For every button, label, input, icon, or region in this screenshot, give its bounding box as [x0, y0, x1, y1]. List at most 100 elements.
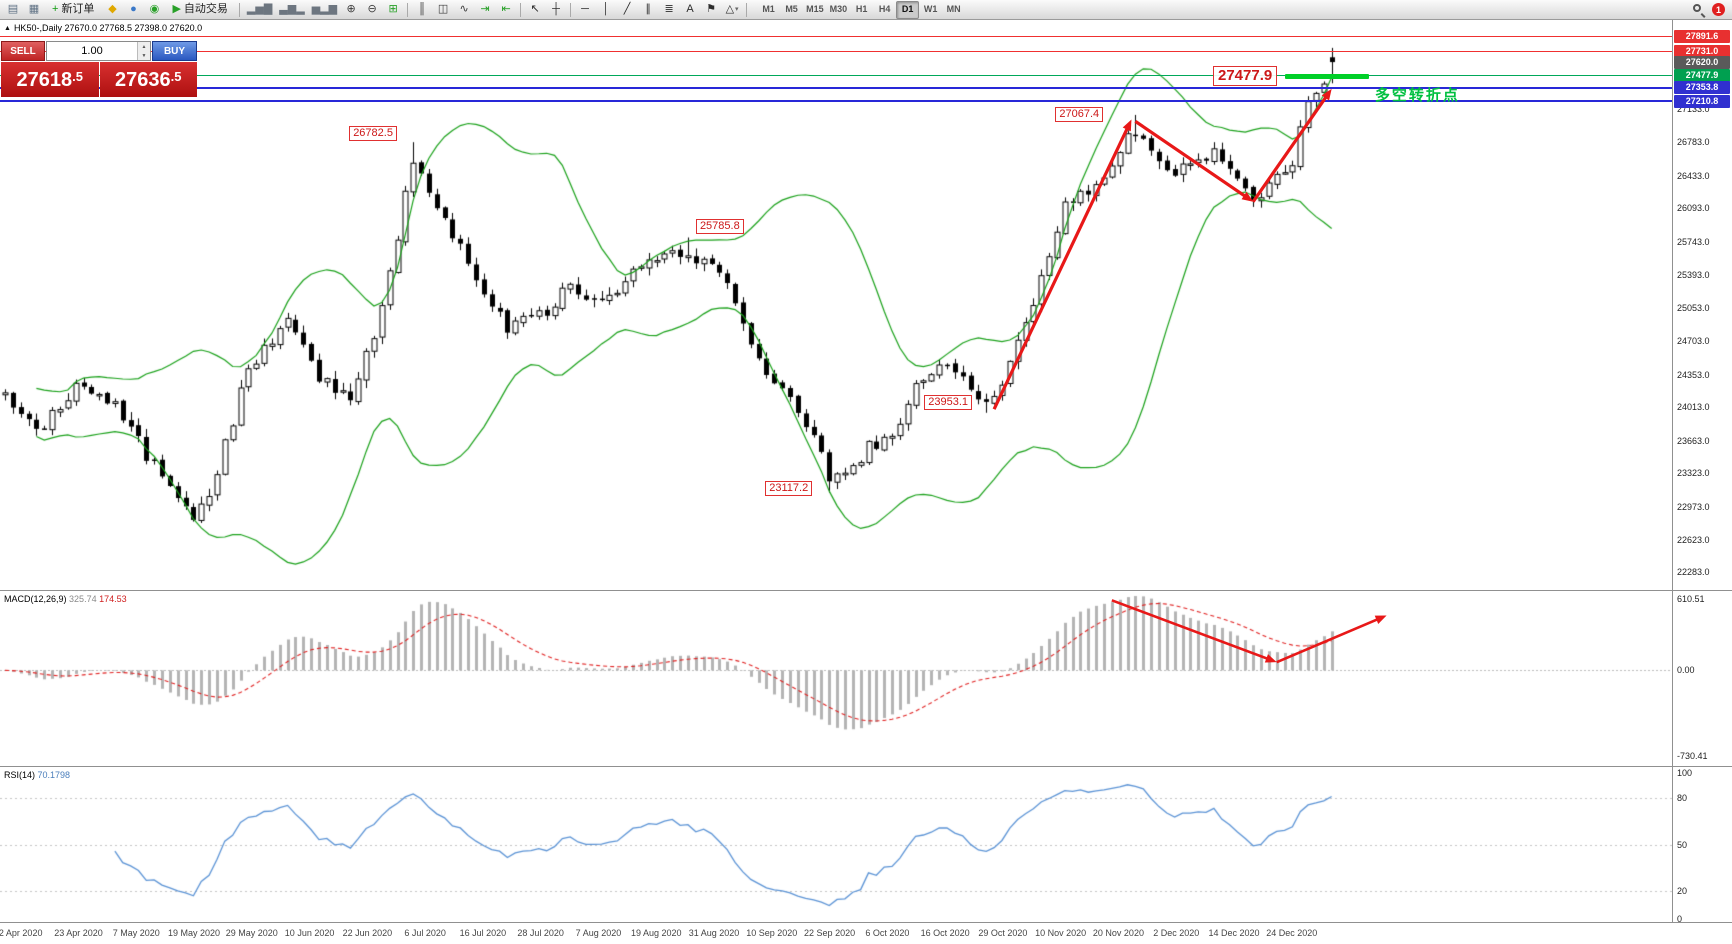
macd-panel-canvas[interactable] [0, 591, 1672, 766]
zoom-in-button[interactable]: ⊕ [341, 1, 361, 19]
chart-profiles-button[interactable]: ▦ [24, 1, 44, 19]
period-separators-button[interactable]: ▅▂▆ [309, 1, 340, 19]
timeframe-w1[interactable]: W1 [919, 1, 942, 19]
timeframe-mn[interactable]: MN [942, 1, 965, 19]
label-tool-button[interactable]: ⚑ [701, 1, 721, 19]
notification-badge[interactable]: 1 [1712, 3, 1725, 16]
rsi-panel-canvas[interactable] [0, 767, 1672, 922]
sell-price-main: 27618 [16, 68, 73, 91]
timeframe-m1[interactable]: M1 [757, 1, 780, 19]
channel-tool-button[interactable]: ∥ [638, 1, 658, 19]
volume-spinner: ▲ ▼ [137, 42, 150, 60]
panel-separator[interactable] [0, 766, 1732, 767]
zoom-out-button[interactable]: ⊖ [362, 1, 382, 19]
hline-27477.9[interactable] [0, 75, 1672, 77]
market-watch-icon: ● [130, 3, 137, 15]
price-annotation[interactable]: 26782.5 [349, 126, 397, 142]
time-label: 22 Sep 2020 [804, 928, 856, 938]
rsi-axis-label: 0 [1677, 914, 1683, 924]
hline-27891.6[interactable] [0, 35, 1672, 37]
price-tag-red: 27731.0 [1674, 44, 1730, 58]
price-annotation[interactable]: 23953.1 [924, 394, 973, 410]
price-tag-current: 27620.0 [1674, 55, 1730, 69]
rsi-axis-label: 50 [1677, 839, 1688, 850]
main-chart-canvas[interactable] [0, 20, 1672, 590]
toolbar-separator [238, 2, 240, 17]
price-tick: 26783.0 [1677, 137, 1710, 148]
text-tool-button[interactable]: A [680, 1, 700, 19]
timeframe-m5[interactable]: M5 [780, 1, 803, 19]
collapse-panel-icon[interactable]: ▲ [4, 24, 11, 32]
time-label: 2 Dec 2020 [1153, 928, 1200, 938]
time-label: 16 Jul 2020 [459, 928, 507, 938]
price-tag-blue: 27353.8 [1674, 81, 1730, 95]
tile-windows-button[interactable]: ⊞ [383, 1, 403, 19]
candlestick-type-button[interactable]: ◫ [433, 1, 453, 19]
hline-27353.8[interactable] [0, 86, 1672, 89]
time-label: 16 Oct 2020 [920, 928, 970, 938]
crosshair-tool-button[interactable]: ┼ [546, 1, 566, 19]
price-annotation[interactable]: 25785.8 [695, 219, 744, 235]
chart-shift-button[interactable]: ⇤ [496, 1, 516, 19]
vline-tool-button[interactable]: │ [596, 1, 616, 19]
time-label: 7 Aug 2020 [575, 928, 622, 938]
turning-point-label[interactable]: 多空转折点 [1374, 86, 1460, 104]
metaeditor-button[interactable]: ◆ [102, 1, 122, 19]
time-axis[interactable]: 2 Apr 2020 23 Apr 2020 7 May 2020 19 May 20… [0, 923, 1672, 944]
buy-price-main: 27636 [115, 68, 171, 91]
search-icon[interactable] [1692, 3, 1706, 18]
new-chart-button[interactable]: ▤ [3, 1, 23, 19]
fibonacci-tool-button[interactable]: ≣ [659, 1, 679, 19]
new-order-label: 新订单 [61, 3, 95, 15]
timeframe-d1[interactable]: D1 [896, 0, 920, 19]
shapes-tool-button[interactable]: △ ▾ [722, 1, 742, 19]
panel-separator[interactable] [0, 922, 1732, 923]
macd-axis-label: 610.51 [1677, 594, 1705, 605]
crosshair-tool-icon: ┼ [552, 3, 560, 15]
bar-chart-type-button[interactable]: ║ [412, 1, 432, 19]
buy-price[interactable]: 27636 .5 [99, 62, 197, 97]
time-label: 10 Jun 2020 [284, 928, 335, 938]
sell-price[interactable]: 27618 .5 [1, 62, 99, 97]
price-tick: 23323.0 [1677, 468, 1710, 479]
indicator-window-button[interactable]: ▃▆▂ [276, 1, 307, 19]
volume-down-button[interactable]: ▼ [138, 51, 150, 60]
rsi-name: RSI(14) [4, 770, 36, 780]
rsi-value: 70.1798 [37, 770, 71, 780]
volume-up-button[interactable]: ▲ [138, 42, 150, 51]
hline-tool-button[interactable]: ─ [575, 1, 595, 19]
new-order-button[interactable]: + 新订单 [45, 1, 101, 19]
indicators-button[interactable]: ▂▅▇ [244, 1, 275, 19]
navigator-button[interactable]: ◉ [144, 1, 164, 19]
price-annotation[interactable]: 23117.2 [765, 480, 813, 496]
hline-27210.8[interactable] [0, 100, 1672, 103]
price-annotation[interactable]: 27067.4 [1055, 106, 1104, 122]
price-tick: 25743.0 [1677, 236, 1710, 247]
macd-axis-label: 0.00 [1677, 665, 1695, 676]
auto-trading-button[interactable]: ▶ 自动交易 [165, 1, 234, 19]
turning-point-segment[interactable] [1284, 73, 1370, 79]
trendline-tool-button[interactable]: ╱ [617, 1, 637, 19]
cursor-tool-button[interactable]: ↖ [525, 1, 545, 19]
timeframe-h4[interactable]: H4 [873, 1, 896, 19]
panel-separator[interactable] [0, 590, 1732, 591]
hline-27731[interactable] [0, 50, 1672, 52]
price-annotation[interactable]: 27477.9 [1213, 65, 1278, 86]
timeframe-m15[interactable]: M15 [803, 1, 827, 19]
buy-button[interactable]: BUY [152, 41, 197, 61]
text-tool-icon: A [686, 3, 694, 15]
line-chart-type-button[interactable]: ∿ [454, 1, 474, 19]
timeframe-h1[interactable]: H1 [850, 1, 873, 19]
price-tag-green: 27477.9 [1674, 69, 1730, 83]
chart-profiles-icon: ▦ [28, 3, 40, 15]
sell-button[interactable]: SELL [1, 41, 45, 61]
price-axis[interactable]: 27133.0 26783.0 26433.0 26093.0 25743.0 25393… [1672, 20, 1732, 924]
time-label: 29 May 2020 [225, 928, 278, 938]
volume-input[interactable]: 1.00 [81, 45, 103, 57]
auto-scroll-button[interactable]: ⇥ [475, 1, 495, 19]
time-label: 7 May 2020 [112, 928, 160, 938]
market-watch-button[interactable]: ● [123, 1, 143, 19]
timeframe-m30[interactable]: M30 [827, 1, 851, 19]
time-label: 24 Dec 2020 [1266, 928, 1318, 938]
cursor-tool-icon: ↖ [530, 3, 540, 15]
